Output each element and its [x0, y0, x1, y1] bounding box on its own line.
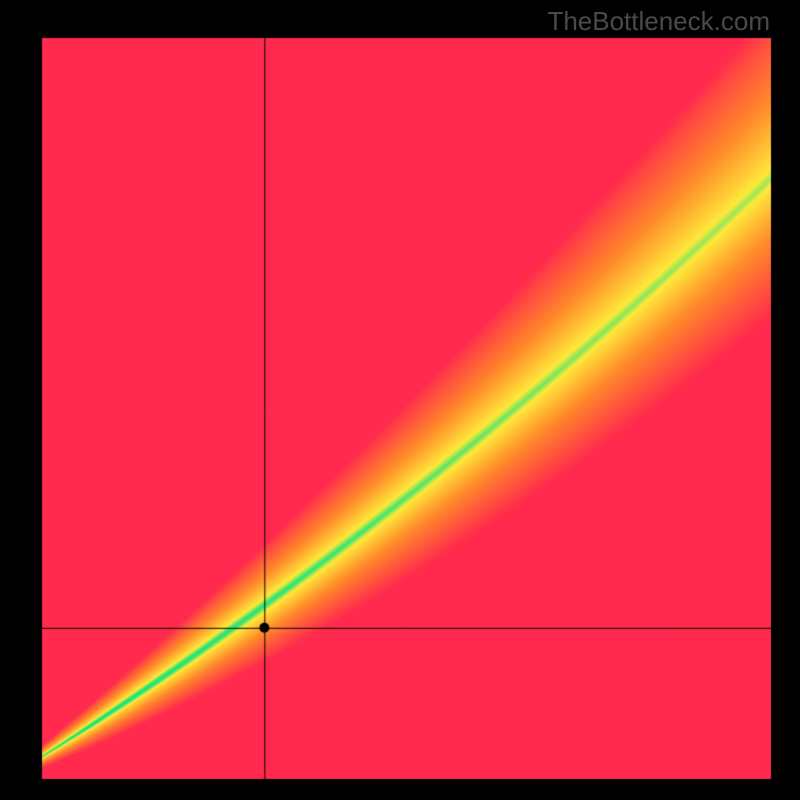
bottleneck-heatmap-chart — [0, 0, 800, 800]
watermark-text: TheBottleneck.com — [547, 6, 770, 37]
